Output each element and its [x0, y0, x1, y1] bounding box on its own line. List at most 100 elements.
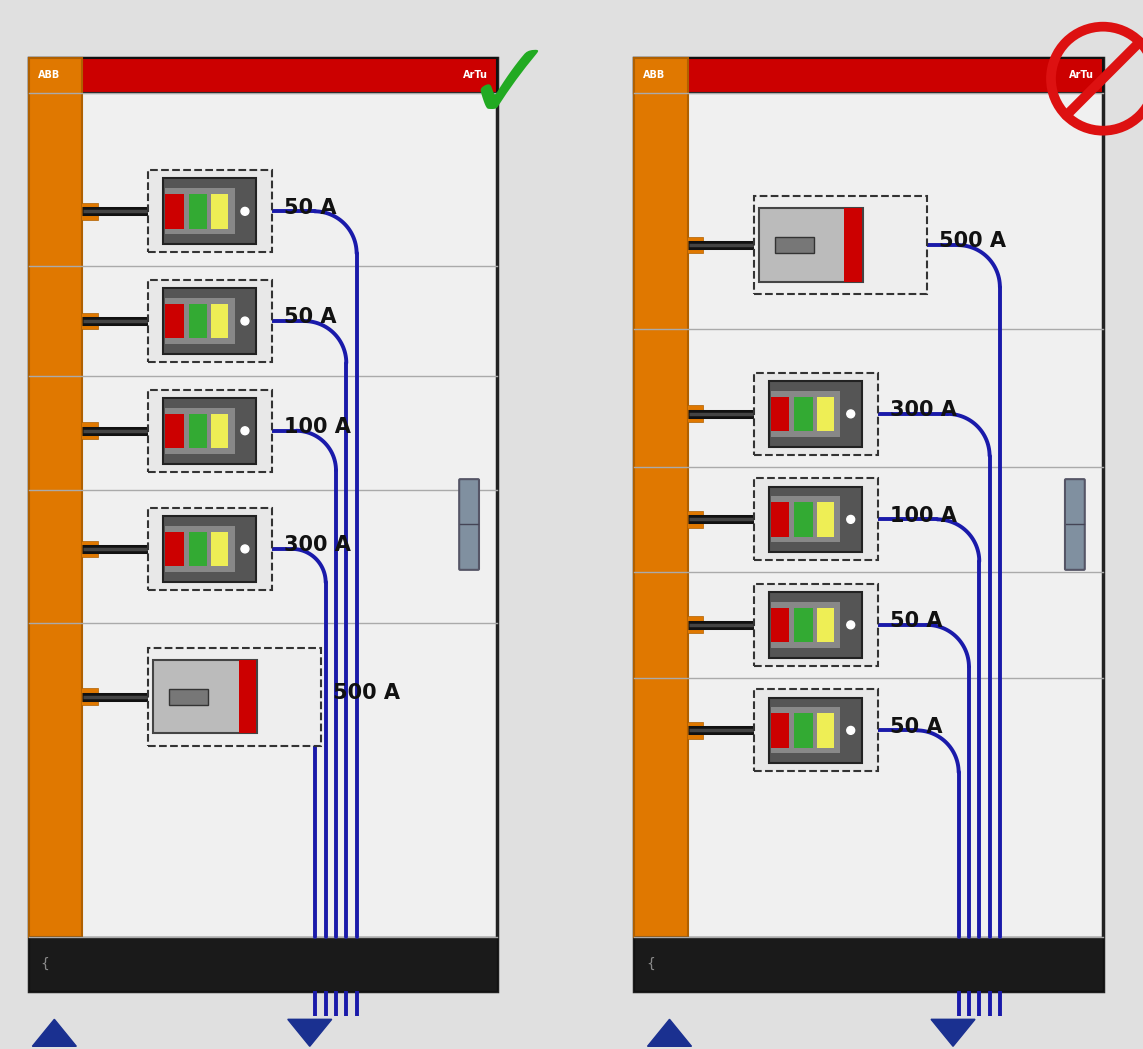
- Bar: [165, 526, 234, 572]
- Text: {: {: [40, 958, 49, 971]
- Bar: [211, 304, 227, 338]
- Bar: [817, 397, 833, 431]
- Bar: [754, 584, 878, 666]
- Text: {: {: [646, 958, 655, 971]
- Bar: [794, 713, 813, 748]
- Bar: [29, 58, 497, 93]
- Bar: [769, 487, 862, 552]
- Bar: [81, 313, 97, 329]
- Circle shape: [847, 515, 855, 523]
- Bar: [81, 202, 97, 219]
- Bar: [845, 209, 862, 282]
- Text: ABB: ABB: [644, 70, 665, 81]
- Polygon shape: [32, 1020, 77, 1046]
- Circle shape: [241, 208, 249, 215]
- Bar: [163, 178, 256, 244]
- Text: 50 A: 50 A: [890, 612, 943, 631]
- Text: 50 A: 50 A: [890, 716, 943, 736]
- Bar: [775, 237, 814, 253]
- Polygon shape: [648, 1020, 692, 1046]
- Bar: [153, 660, 257, 733]
- Circle shape: [241, 545, 249, 553]
- Bar: [189, 532, 207, 566]
- Bar: [165, 532, 184, 566]
- Text: 500 A: 500 A: [940, 232, 1006, 252]
- Bar: [770, 502, 790, 537]
- Bar: [817, 713, 833, 748]
- Bar: [169, 688, 208, 705]
- Bar: [794, 607, 813, 642]
- Polygon shape: [932, 1020, 975, 1046]
- Bar: [687, 406, 703, 423]
- Bar: [189, 194, 207, 229]
- Bar: [817, 502, 833, 537]
- FancyBboxPatch shape: [459, 479, 479, 570]
- FancyBboxPatch shape: [1065, 479, 1085, 570]
- Bar: [770, 713, 790, 748]
- Bar: [211, 532, 227, 566]
- Bar: [634, 937, 1103, 991]
- Bar: [634, 58, 1103, 93]
- Bar: [754, 196, 927, 294]
- Bar: [149, 280, 272, 362]
- Bar: [165, 408, 234, 454]
- Bar: [165, 413, 184, 448]
- Text: 300 A: 300 A: [285, 535, 351, 555]
- Bar: [769, 698, 862, 764]
- Text: 300 A: 300 A: [890, 400, 957, 421]
- Bar: [163, 398, 256, 464]
- Bar: [149, 170, 272, 253]
- Bar: [81, 540, 97, 557]
- Bar: [239, 660, 256, 733]
- Bar: [29, 937, 497, 991]
- Bar: [149, 647, 321, 746]
- Bar: [770, 496, 840, 542]
- Bar: [165, 194, 184, 229]
- Bar: [29, 58, 82, 937]
- Text: 50 A: 50 A: [285, 307, 337, 327]
- Text: 500 A: 500 A: [334, 683, 400, 703]
- Bar: [794, 502, 813, 537]
- Bar: [165, 298, 234, 344]
- Bar: [165, 189, 234, 234]
- Text: ArTu: ArTu: [463, 70, 488, 81]
- Text: 100 A: 100 A: [890, 506, 957, 526]
- Text: ArTu: ArTu: [1069, 70, 1094, 81]
- Bar: [634, 58, 1103, 991]
- Text: ABB: ABB: [38, 70, 59, 81]
- Bar: [165, 304, 184, 338]
- Circle shape: [241, 427, 249, 434]
- Bar: [754, 689, 878, 771]
- Bar: [770, 607, 790, 642]
- Bar: [149, 389, 272, 472]
- Polygon shape: [288, 1020, 331, 1046]
- Bar: [754, 372, 878, 455]
- Bar: [149, 508, 272, 590]
- Text: 100 A: 100 A: [285, 418, 351, 437]
- Bar: [29, 58, 497, 991]
- Bar: [189, 304, 207, 338]
- Bar: [794, 397, 813, 431]
- Circle shape: [847, 621, 855, 628]
- Bar: [817, 607, 833, 642]
- Bar: [634, 58, 688, 937]
- Bar: [81, 423, 97, 440]
- Bar: [163, 288, 256, 354]
- Bar: [759, 209, 863, 282]
- Circle shape: [241, 317, 249, 325]
- Bar: [211, 413, 227, 448]
- Circle shape: [847, 727, 855, 734]
- Circle shape: [847, 410, 855, 418]
- Text: 50 A: 50 A: [285, 197, 337, 217]
- Bar: [770, 707, 840, 753]
- Bar: [189, 413, 207, 448]
- Bar: [769, 592, 862, 658]
- Bar: [211, 194, 227, 229]
- Text: ✓: ✓: [463, 36, 557, 143]
- Bar: [770, 602, 840, 648]
- Bar: [770, 397, 790, 431]
- Bar: [687, 617, 703, 634]
- Bar: [754, 478, 878, 560]
- Bar: [769, 381, 862, 447]
- Bar: [687, 237, 703, 254]
